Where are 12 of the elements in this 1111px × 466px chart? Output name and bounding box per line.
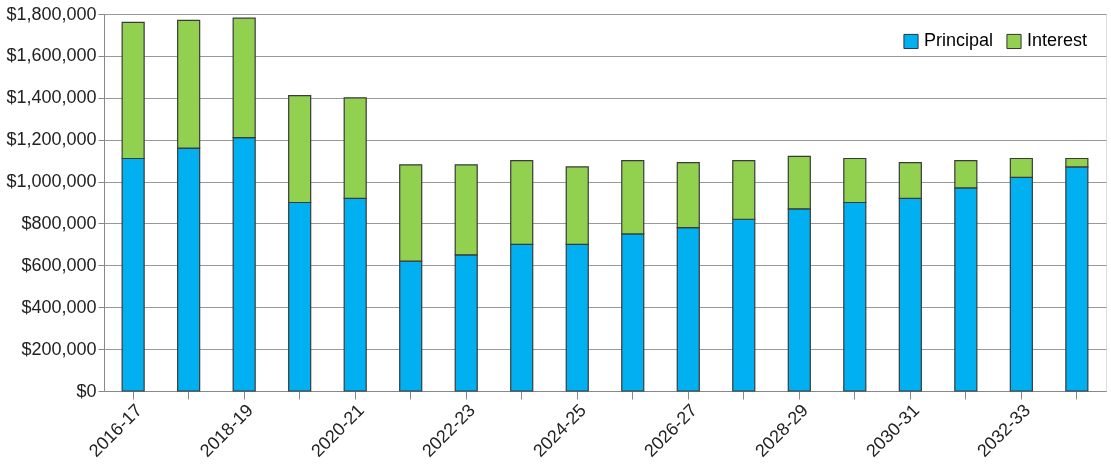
y-tick-label: $0 — [76, 380, 97, 401]
y-tick-label: $400,000 — [21, 296, 97, 317]
y-tick-label: $1,800,000 — [6, 3, 97, 24]
y-tick-label: $600,000 — [21, 254, 97, 275]
y-tick-label: $1,200,000 — [6, 129, 97, 150]
legend-label: Principal — [924, 30, 994, 51]
legend-label: Interest — [1027, 30, 1088, 51]
y-tick-label: $200,000 — [21, 338, 97, 359]
y-tick-label: $1,000,000 — [6, 171, 97, 192]
y-tick-label: $800,000 — [21, 212, 97, 233]
y-tick-label: $1,600,000 — [6, 45, 97, 66]
y-tick-label: $1,400,000 — [6, 87, 97, 108]
